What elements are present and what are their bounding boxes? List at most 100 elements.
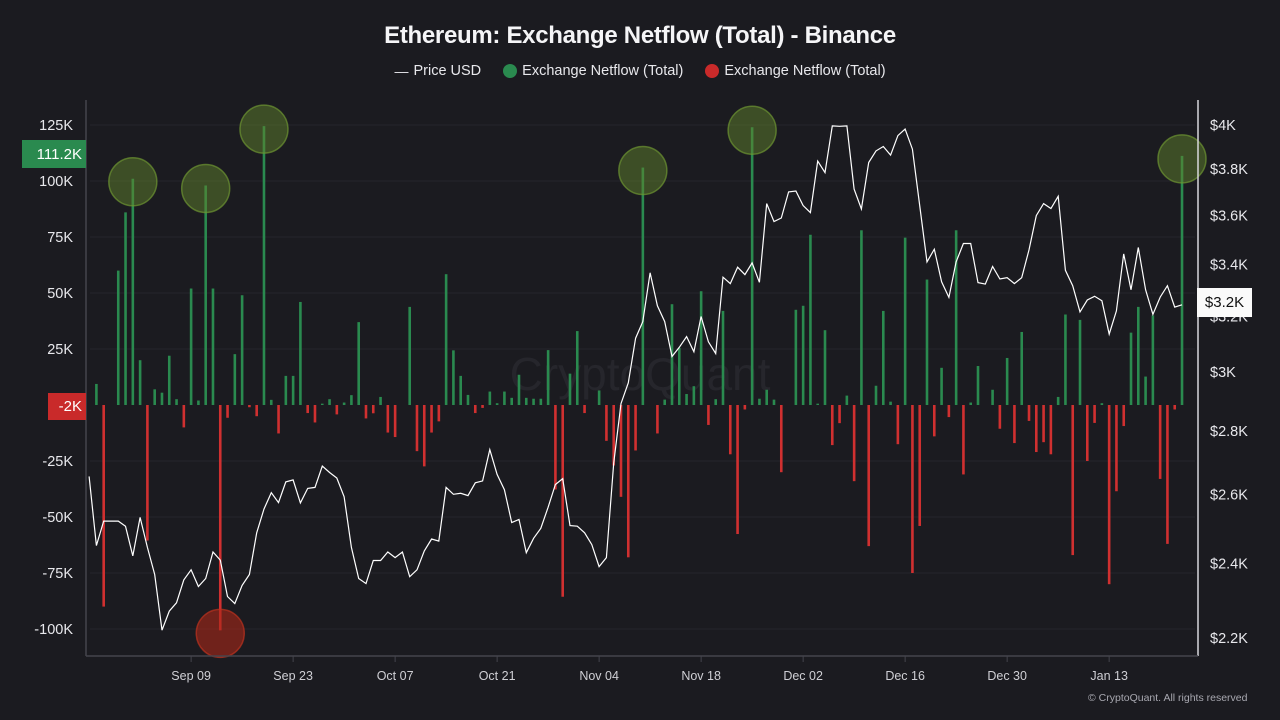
- inflow-bar: [262, 126, 266, 406]
- x-tick-label: Oct 21: [479, 669, 516, 683]
- inflow-bar: [452, 350, 455, 405]
- inflow-bar: [197, 400, 200, 405]
- inflow-bar: [954, 230, 958, 405]
- inflow-bar: [1129, 332, 1133, 405]
- inflow-bar: [677, 347, 681, 405]
- inflow-bar: [1064, 314, 1067, 405]
- outflow-bar: [473, 405, 477, 414]
- inflow-highlight-circle: [108, 157, 158, 207]
- inflow-highlight-circle: [618, 145, 668, 196]
- right-tick-label: $2.4K: [1210, 556, 1248, 572]
- left-tick-label: -50K: [42, 510, 73, 526]
- left-tick-label: -25K: [42, 454, 73, 470]
- inflow-bar: [124, 212, 127, 405]
- x-tick-label: Sep 09: [171, 669, 211, 683]
- x-tick-label: Dec 02: [783, 669, 823, 683]
- inflow-bar: [342, 402, 346, 405]
- right-tick-label: $2.8K: [1210, 424, 1248, 440]
- last-negative-badge: -2K: [48, 393, 86, 420]
- outflow-bar: [182, 405, 186, 428]
- inflow-bar: [488, 391, 492, 405]
- inflow-bar: [539, 398, 543, 405]
- legend-label: Exchange Netflow (Total): [724, 63, 886, 79]
- right-tick-label: $2.2K: [1210, 631, 1248, 647]
- outflow-bar: [1166, 405, 1169, 544]
- inflow-bar: [546, 350, 550, 405]
- inflow-bar: [575, 331, 579, 405]
- inflow-bar: [1136, 306, 1140, 405]
- inflow-bar: [568, 373, 572, 405]
- outflow-bar: [1122, 405, 1126, 427]
- legend-item-outflow[interactable]: Exchange Netflow (Total): [705, 63, 886, 79]
- left-tick-label: -75K: [42, 566, 73, 582]
- right-tick-label: $3K: [1210, 365, 1236, 381]
- x-tick-label: Nov 18: [681, 669, 721, 683]
- inflow-bar: [1100, 403, 1104, 405]
- right-tick-label: $3.8K: [1210, 162, 1248, 178]
- inflow-bar: [874, 385, 878, 405]
- inflow-bar: [320, 403, 324, 405]
- inflow-bar: [925, 279, 929, 405]
- inflow-bar: [845, 395, 849, 405]
- x-tick-label: Nov 04: [579, 669, 619, 683]
- outflow-bar: [728, 405, 732, 455]
- outflow-bar: [422, 405, 426, 467]
- inflow-bar: [889, 401, 892, 405]
- inflow-bar: [299, 301, 302, 405]
- watermark: CryptoQuant: [510, 348, 771, 400]
- outflow-bar: [371, 405, 375, 414]
- inflow-bar: [153, 389, 156, 405]
- inflow-bar: [597, 390, 601, 405]
- left-tick-label: 125K: [39, 118, 73, 134]
- inflow-bar: [940, 367, 943, 405]
- inflow-bar: [444, 274, 448, 405]
- inflow-bar: [1144, 376, 1147, 405]
- inflow-bar: [969, 402, 973, 405]
- outflow-bar: [619, 405, 623, 497]
- inflow-bar: [758, 398, 761, 405]
- outflow-bar: [554, 405, 557, 490]
- outflow-bar: [335, 405, 339, 415]
- right-tick-label: $2.6K: [1210, 488, 1248, 504]
- x-tick-label: Oct 07: [377, 669, 414, 683]
- right-tick-label: $3.6K: [1210, 208, 1248, 224]
- inflow-bar: [721, 310, 725, 405]
- legend-label: Price USD: [413, 63, 482, 79]
- inflow-bar: [175, 399, 178, 405]
- inflow-bar: [459, 375, 462, 405]
- outflow-bar: [947, 405, 951, 418]
- outflow-bar: [962, 405, 965, 475]
- legend-item-price[interactable]: — Price USD: [394, 63, 481, 79]
- outflow-bar: [306, 405, 309, 414]
- outflow-bar: [1158, 405, 1162, 479]
- outflow-bar: [364, 405, 368, 419]
- x-tick-label: Jan 13: [1090, 669, 1128, 683]
- outflow-bar: [911, 405, 914, 573]
- outflow-bar: [736, 405, 739, 535]
- inflow-bar: [291, 375, 295, 405]
- inflow-bar: [466, 394, 470, 405]
- inflow-bar: [284, 375, 288, 405]
- inflow-bar: [794, 309, 798, 405]
- left-tick-label: -100K: [34, 622, 73, 638]
- outflow-bar: [146, 405, 149, 541]
- inflow-bar: [379, 396, 382, 405]
- outflow-bar: [437, 405, 441, 422]
- inflow-bar: [976, 366, 980, 405]
- outflow-bar: [1173, 405, 1177, 410]
- inflow-bar: [131, 178, 135, 405]
- line-marker-icon: —: [394, 63, 409, 79]
- inflow-bar: [903, 237, 907, 405]
- outflow-bar: [1115, 405, 1118, 492]
- outflow-bar: [1013, 405, 1016, 444]
- netflow-bars: [95, 126, 1184, 631]
- inflow-bar: [641, 167, 645, 405]
- legend-item-inflow[interactable]: Exchange Netflow (Total): [503, 63, 683, 79]
- inflow-bar: [699, 291, 703, 405]
- inflow-highlight-circle: [180, 163, 231, 214]
- inflow-bar: [750, 127, 754, 406]
- legend-label: Exchange Netflow (Total): [522, 63, 684, 79]
- outflow-bar: [393, 405, 397, 438]
- outflow-bar: [605, 405, 608, 441]
- inflow-bar: [685, 394, 688, 405]
